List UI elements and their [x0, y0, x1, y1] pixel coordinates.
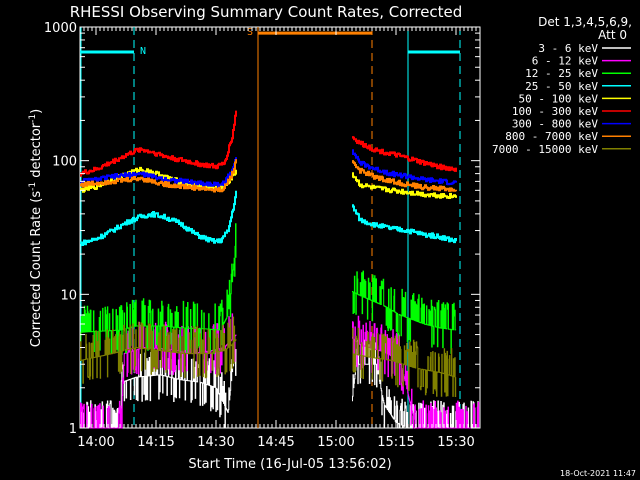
y-axis-ticks: 1 10 100 1000: [44, 21, 480, 437]
series-line-800-7000-kev-2: [352, 160, 457, 192]
legend-label-3-6-kev: 3 - 6 keV: [538, 42, 598, 55]
y-tick-label-1000: 1000: [44, 21, 77, 36]
series-line-3-6-kev-1: [80, 348, 237, 429]
y-axis-label-sup2: -1: [28, 114, 38, 123]
x-tick-label-14-30: 14:30: [197, 435, 234, 450]
x-tick-label-14-15: 14:15: [137, 435, 174, 450]
footer-date: 18-Oct-2021 11:47: [560, 469, 636, 478]
legend-header-attenuator: Att 0: [598, 28, 627, 42]
y-tick-label-10: 10: [60, 288, 77, 303]
legend-label-7000-15000-kev: 7000 - 15000 keV: [492, 143, 598, 156]
flags-layer: NS: [80, 27, 461, 428]
legend-label-300-800-kev: 300 - 800 keV: [512, 118, 598, 131]
legend-label-12-25-kev: 12 - 25 keV: [525, 67, 598, 80]
y-tick-label-1: 1: [69, 422, 77, 437]
series-line-100-300-kev-1: [80, 110, 237, 177]
legend-label-50-100-kev: 50 - 100 keV: [519, 92, 599, 105]
legend-label-6-12-kev: 6 - 12 keV: [532, 55, 599, 68]
x-tick-label-15-00: 15:00: [317, 435, 354, 450]
y-axis-label-main: Corrected Count Rate (s: [29, 191, 44, 348]
legend-label-25-50-kev: 25 - 50 keV: [525, 80, 598, 93]
y-tick-label-100: 100: [52, 155, 77, 170]
x-tick-label-14-45: 14:45: [257, 435, 294, 450]
legend-label-100-300-kev: 100 - 300 keV: [512, 105, 598, 118]
x-tick-label-14-00: 14:00: [77, 435, 114, 450]
legend-label-800-7000-kev: 800 - 7000 keV: [505, 130, 598, 143]
y-axis-label: Corrected Count Rate (s-1 detector-1): [28, 109, 44, 347]
series-line-50-100-kev-2: [352, 172, 457, 199]
series-line-6-12-kev-2: [352, 315, 480, 429]
x-axis-label: Start Time (16-Jul-05 13:56:02): [188, 457, 391, 472]
x-tick-label-15-15: 15:15: [377, 435, 414, 450]
flag-label-s: S: [247, 27, 253, 38]
chart-title: RHESSI Observing Summary Count Rates, Co…: [70, 3, 463, 21]
series-line-800-7000-kev-1: [80, 159, 237, 193]
y-axis-label-mid: detector: [29, 122, 44, 182]
series-line-25-50-kev-1: [80, 190, 237, 246]
series-line-7000-15000-kev-2: [352, 327, 457, 397]
series-line-300-800-kev-1: [80, 157, 237, 188]
x-axis-ticks: 14:00 14:15 14:30 14:45 15:00 15:15 15:30: [77, 27, 481, 450]
series-line-12-25-kev-2: [352, 270, 457, 354]
series-line-300-800-kev-2: [352, 149, 457, 186]
legend-header-detectors: Det 1,3,4,5,6,9,: [538, 15, 632, 29]
x-tick-label-15-30: 15:30: [437, 435, 474, 450]
series-line-25-50-kev-2: [352, 204, 457, 244]
series-layer: [80, 110, 480, 429]
flag-label-n: N: [140, 46, 146, 57]
series-line-7000-15000-kev-1: [80, 316, 237, 384]
series-line-100-300-kev-2: [352, 136, 457, 172]
y-axis-label-end: ): [29, 109, 44, 114]
y-axis-label-sup1: -1: [28, 182, 38, 191]
